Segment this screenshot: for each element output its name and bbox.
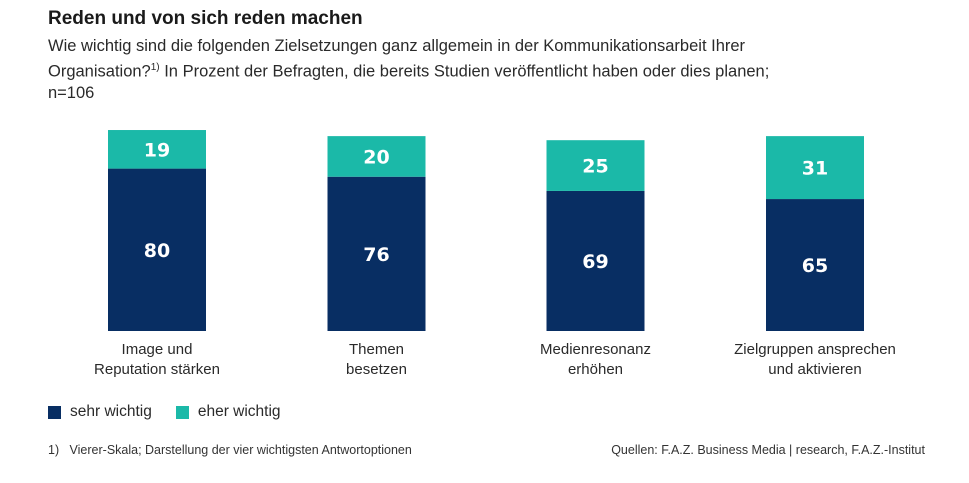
legend-label: eher wichtig [197, 403, 281, 420]
x-tick-label-line: Zielgruppen ansprechen [734, 341, 896, 358]
x-tick-label-line: und aktivieren [768, 361, 862, 378]
x-tick-label: Zielgruppen ansprechen und aktivieren [715, 340, 915, 380]
data-label: 19 [144, 139, 170, 161]
footnote: 1) Vierer-Skala; Darstellung der vier wi… [48, 443, 412, 457]
x-tick-label-line: Reputation stärken [94, 361, 220, 378]
chart-subtitle: Wie wichtig sind die folgenden Zielsetzu… [48, 36, 928, 104]
data-label: 69 [582, 251, 608, 273]
data-label: 65 [802, 255, 828, 277]
legend-label: sehr wichtig [70, 403, 152, 420]
x-tick-label-line: besetzen [346, 361, 407, 378]
data-label: 80 [144, 240, 170, 262]
data-label: 31 [802, 158, 828, 180]
source-note: Quellen: F.A.Z. Business Media | researc… [611, 443, 925, 457]
data-label: 20 [363, 146, 389, 168]
x-tick-label-line: Medienresonanz [540, 341, 651, 358]
chart-title: Reden und von sich reden machen [48, 8, 363, 29]
footnote-reference: 1) [150, 62, 160, 73]
x-tick-label-line: Image und [121, 341, 193, 358]
x-tick-label: Themen besetzen [277, 340, 477, 380]
subtitle-line-2b: In Prozent der Befragten, die bereits St… [159, 62, 770, 81]
x-tick-label: Image und Reputation stärken [57, 340, 257, 380]
bar-segment-eher-wichtig [766, 136, 864, 200]
legend-item-eher-wichtig: eher wichtig [175, 403, 281, 421]
bar-segment-sehr-wichtig [327, 176, 426, 331]
data-label: 25 [582, 156, 608, 178]
bar-segment-eher-wichtig [108, 130, 206, 169]
legend-swatch-eher-wichtig [175, 405, 189, 419]
x-tick-label-line: Themen [348, 341, 405, 358]
x-tick-label-line: erhöhen [567, 361, 624, 378]
legend: sehr wichtig eher wichtig [48, 403, 305, 421]
legend-swatch-sehr-wichtig [48, 405, 61, 419]
data-label: 76 [363, 244, 389, 266]
legend-item-sehr-wichtig: sehr wichtig [48, 403, 152, 421]
bar-segment-sehr-wichtig [766, 199, 864, 331]
subtitle-line-1: Wie wichtig sind die folgenden Zielsetzu… [48, 37, 746, 55]
bar-segment-eher-wichtig [327, 136, 426, 177]
subtitle-line-3: n=106 [48, 83, 95, 102]
bar-segment-sehr-wichtig [546, 190, 645, 331]
subtitle-line-2a: Organisation? [48, 62, 151, 81]
bar-segment-sehr-wichtig [108, 168, 206, 331]
bar-segment-eher-wichtig [546, 140, 645, 191]
x-tick-label: Medienresonanz erhöhen [496, 340, 696, 380]
